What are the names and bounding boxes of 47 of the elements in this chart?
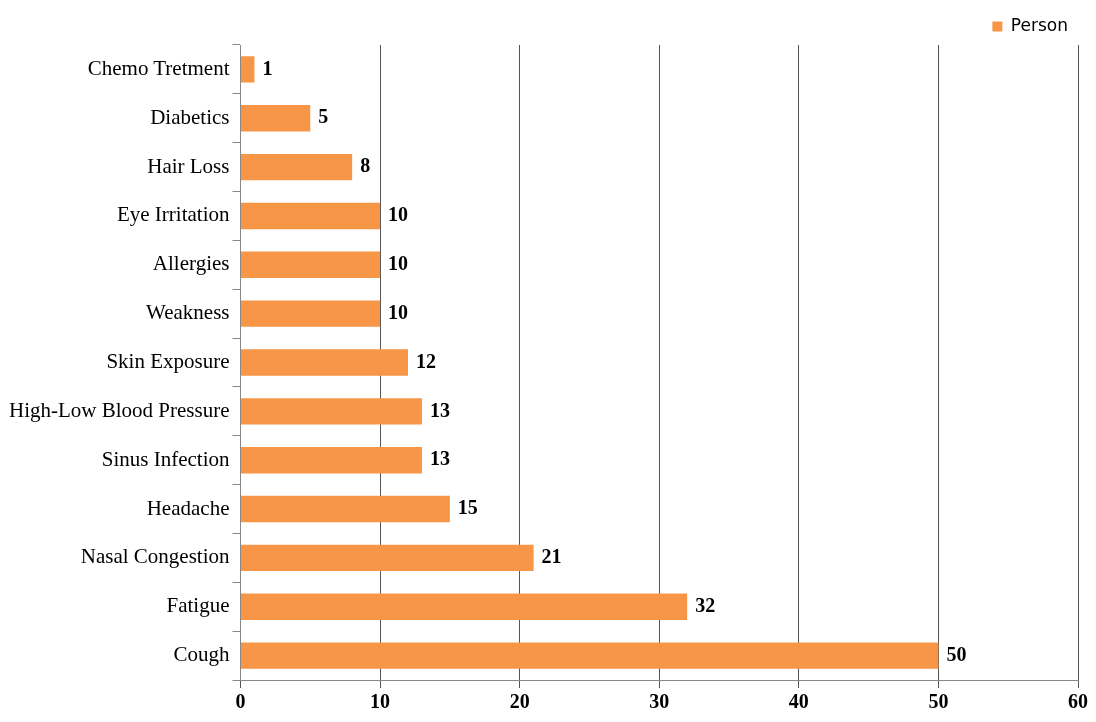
bar (240, 202, 381, 230)
y-tick-label: Skin Exposure (106, 349, 230, 374)
y-tick-label: Hair Loss (147, 153, 230, 178)
bar (240, 300, 381, 327)
data-label: 50 (946, 642, 967, 665)
bar (240, 642, 939, 669)
data-label: 32 (695, 593, 716, 616)
bar (240, 153, 353, 181)
bar (240, 56, 255, 83)
data-label: 13 (429, 447, 450, 470)
bar (240, 495, 450, 523)
y-tick-label: Nasal Congestion (80, 544, 230, 569)
y-tick-label: Chemo Tretment (87, 55, 230, 80)
data-label: 15 (457, 496, 478, 519)
data-label: 10 (388, 300, 409, 323)
y-tick-label: Eye Irritation (116, 202, 230, 227)
data-label: 12 (415, 349, 436, 372)
x-tick-label: 30 (649, 690, 670, 713)
data-label: 10 (388, 251, 409, 274)
y-tick-label: Weakness (146, 300, 230, 325)
x-tick-label: 60 (1068, 690, 1088, 713)
x-tick-label: 50 (928, 690, 949, 713)
bar (240, 593, 688, 620)
x-tick-label: 10 (370, 690, 391, 713)
x-tick-label: 0 (235, 690, 246, 713)
legend-label: Person (1010, 14, 1069, 35)
data-label: 5 (318, 105, 329, 128)
bar (240, 447, 422, 474)
x-tick-label: 40 (788, 690, 809, 713)
y-tick-label: Diabetics (150, 104, 230, 129)
data-label: 13 (429, 398, 450, 421)
y-tick-label: Allergies (152, 251, 230, 276)
bar (240, 544, 534, 572)
bar (240, 349, 408, 376)
data-label: 8 (360, 154, 371, 177)
y-tick-label: Headache (146, 495, 230, 520)
y-tick-label: High-Low Blood Pressure (9, 397, 230, 422)
bar (240, 398, 422, 425)
data-label: 1 (262, 56, 273, 79)
y-tick-label: Cough (173, 642, 230, 667)
x-tick-label: 20 (509, 690, 530, 713)
bar (240, 251, 381, 278)
data-label: 21 (541, 545, 562, 568)
bar (240, 105, 311, 132)
data-label: 10 (388, 203, 409, 226)
y-tick-label: Sinus Infection (101, 446, 230, 471)
y-tick-label: Fatigue (166, 593, 230, 618)
